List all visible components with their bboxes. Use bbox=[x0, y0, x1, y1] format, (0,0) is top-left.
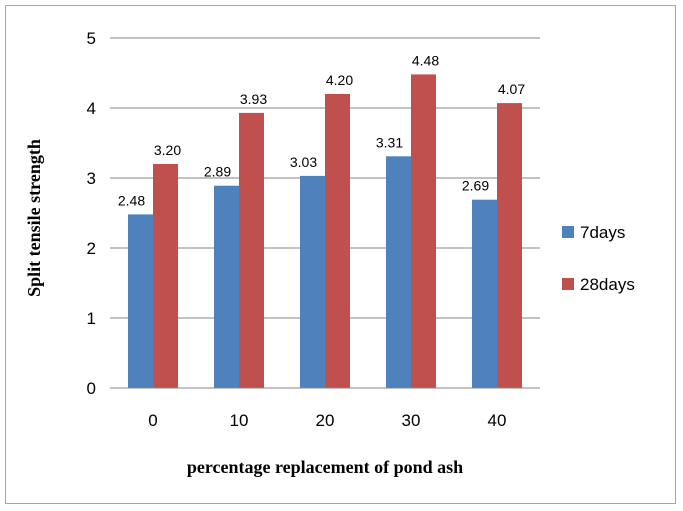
bar-7days-30 bbox=[386, 156, 411, 388]
y-tick-label: 5 bbox=[87, 29, 96, 48]
y-tick-label: 2 bbox=[87, 239, 96, 258]
bar-7days-40 bbox=[472, 199, 497, 388]
y-axis-title: Split tensile strength bbox=[24, 139, 44, 297]
x-tick-label: 20 bbox=[316, 411, 335, 430]
data-label: 3.20 bbox=[154, 142, 181, 158]
data-label: 2.69 bbox=[462, 178, 489, 194]
y-tick-label: 3 bbox=[87, 169, 96, 188]
bar-7days-0 bbox=[128, 214, 153, 388]
legend-swatch-28days bbox=[562, 278, 574, 290]
bar-28days-30 bbox=[411, 74, 436, 389]
data-label: 3.93 bbox=[240, 91, 267, 107]
legend-swatch-7days bbox=[562, 226, 574, 238]
legend-label-7days: 7days bbox=[580, 223, 625, 242]
x-tick-label: 30 bbox=[402, 411, 421, 430]
x-axis-title: percentage replacement of pond ash bbox=[187, 457, 463, 477]
x-tick-label: 40 bbox=[488, 411, 507, 430]
bar-7days-10 bbox=[214, 185, 239, 388]
data-labels: 2.48 3.20 2.89 3.93 3.03 4.20 3.31 4.48 2.69 4.07 bbox=[118, 52, 525, 208]
bar-28days-20 bbox=[325, 94, 350, 388]
bar-7days-20 bbox=[300, 175, 325, 388]
bar-28days-10 bbox=[239, 112, 264, 389]
data-label: 4.20 bbox=[326, 72, 353, 88]
x-tick-labels: 0 10 20 30 40 bbox=[148, 411, 506, 430]
data-label: 2.48 bbox=[118, 192, 145, 208]
data-label: 3.31 bbox=[376, 134, 403, 150]
x-tick-label: 0 bbox=[148, 411, 157, 430]
bars bbox=[128, 74, 522, 389]
y-tick-label: 1 bbox=[87, 309, 96, 328]
y-tick-label: 4 bbox=[87, 99, 96, 118]
y-tick-label: 0 bbox=[87, 379, 96, 398]
data-label: 2.89 bbox=[204, 164, 231, 180]
legend: 7days 28days bbox=[562, 223, 635, 294]
data-label: 3.03 bbox=[290, 154, 317, 170]
y-tick-labels: 0 1 2 3 4 5 bbox=[87, 29, 96, 398]
bar-28days-0 bbox=[153, 164, 178, 388]
legend-label-28days: 28days bbox=[580, 275, 635, 294]
data-label: 4.48 bbox=[412, 52, 439, 68]
bar-28days-40 bbox=[497, 103, 522, 388]
x-tick-label: 10 bbox=[230, 411, 249, 430]
data-label: 4.07 bbox=[498, 81, 525, 97]
